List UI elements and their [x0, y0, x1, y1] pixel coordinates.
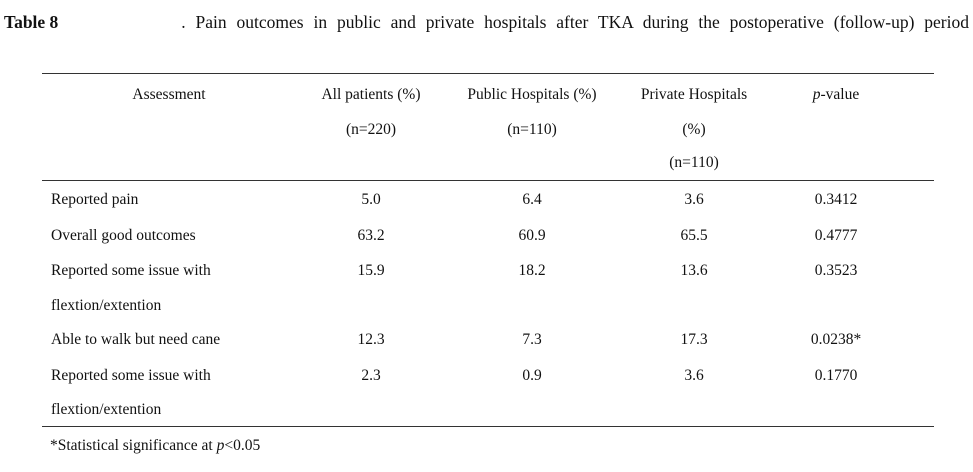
footnote-italic-p: p — [216, 437, 225, 454]
row-3-p: 0.3523 — [814, 262, 858, 279]
row-4-private: 17.3 — [680, 331, 708, 348]
header-p-value: p-value — [813, 86, 859, 104]
row-2-private: 65.5 — [680, 227, 708, 244]
header-public-n: (n=110) — [507, 121, 557, 138]
header-private: Private Hospitals — [640, 86, 748, 103]
header-all-patients-n: (n=220) — [345, 121, 397, 138]
row-1-assessment: Reported pain — [51, 191, 139, 208]
footnote-prefix: *Statistical significance at — [50, 437, 217, 454]
row-1-p: 0.3412 — [814, 191, 858, 208]
header-all-patients: All patients (%) — [321, 86, 421, 103]
header-private-pct: (%) — [682, 121, 706, 138]
table-header-rule — [42, 180, 934, 181]
row-2-all: 63.2 — [357, 227, 385, 244]
table-footnote: *Statistical significance at p<0.05 — [50, 437, 260, 455]
header-assessment: Assessment — [132, 86, 206, 103]
table-top-rule — [42, 73, 934, 74]
row-3-private: 13.6 — [680, 262, 708, 279]
table-bottom-rule — [42, 426, 934, 427]
row-1-private: 3.6 — [684, 191, 704, 208]
row-3-all: 15.9 — [357, 262, 385, 279]
row-3-public: 18.2 — [518, 262, 546, 279]
caption-label: Table 8 — [4, 12, 59, 32]
row-4-all: 12.3 — [357, 331, 385, 348]
row-3-assessment: Reported some issue with — [51, 262, 211, 279]
row-5-assessment-line2: flextion/extention — [51, 401, 162, 418]
header-p-italic: p — [812, 86, 821, 103]
row-5-p: 0.1770 — [814, 367, 858, 384]
row-4-assessment: Able to walk but need cane — [51, 331, 221, 348]
row-2-assessment: Overall good outcomes — [51, 227, 196, 244]
row-1-all: 5.0 — [361, 191, 381, 208]
row-2-public: 60.9 — [518, 227, 546, 244]
row-3-assessment-line2: flextion/extention — [51, 297, 162, 314]
row-4-public: 7.3 — [522, 331, 542, 348]
header-p-rest: -value — [820, 86, 860, 103]
caption-text: . Pain outcomes in public and private ho… — [181, 12, 969, 32]
row-4-p: 0.0238* — [810, 331, 862, 348]
row-5-assessment: Reported some issue with — [51, 367, 211, 384]
row-5-public: 0.9 — [522, 367, 542, 384]
footnote-suffix: <0.05 — [224, 437, 261, 454]
header-public: Public Hospitals (%) — [467, 86, 597, 103]
table-caption: Table 8 . Pain outcomes in public and pr… — [4, 12, 969, 33]
row-1-public: 6.4 — [522, 191, 542, 208]
row-2-p: 0.4777 — [814, 227, 858, 244]
header-private-n: (n=110) — [669, 154, 719, 171]
row-5-all: 2.3 — [361, 367, 381, 384]
row-5-private: 3.6 — [684, 367, 704, 384]
